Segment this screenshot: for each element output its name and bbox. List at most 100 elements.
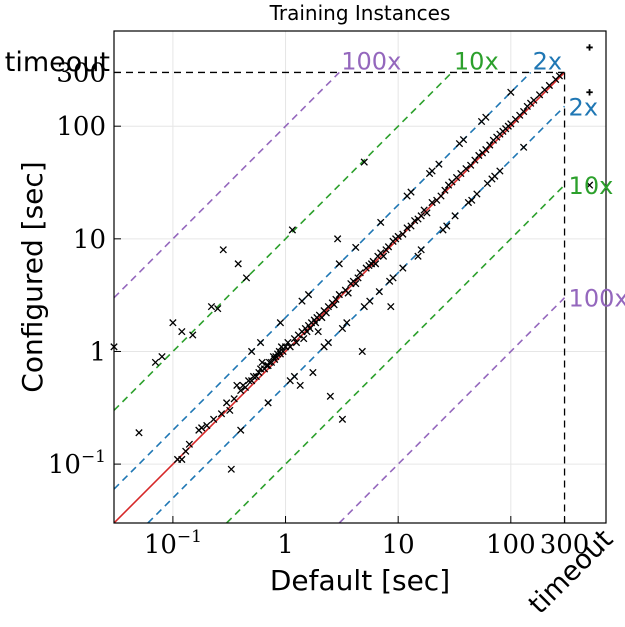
data-point: [292, 338, 301, 347]
data-point: [451, 212, 459, 220]
data-point: [507, 88, 515, 96]
y-ticks: 10−1 1 10 100 300: [48, 58, 121, 480]
data-point: [189, 331, 197, 339]
data-point: [352, 243, 360, 252]
data-point: [290, 372, 299, 381]
data-point: [407, 222, 415, 230]
data-point: [443, 222, 451, 230]
ratio-line-2x-above: [114, 71, 532, 490]
data-point: [519, 107, 528, 116]
data-point: [158, 352, 166, 361]
x-tick-label: 100: [486, 530, 536, 560]
data-point: [256, 338, 265, 347]
data-point: [360, 158, 368, 166]
data-point: [360, 302, 368, 311]
ratio-line-100x-above: [114, 71, 340, 299]
data-point: [333, 235, 342, 243]
data-point: [417, 246, 425, 254]
x-tick-label: 1: [277, 530, 294, 560]
ratio-label-2x-above: 2x: [533, 47, 562, 75]
data-point: [464, 198, 473, 207]
data-point: [298, 297, 306, 305]
diagonal-line: [114, 71, 566, 523]
data-point: [311, 319, 320, 327]
data-point: [306, 324, 314, 333]
data-point: [435, 160, 443, 168]
data-point: [375, 287, 383, 296]
data-point: [530, 96, 538, 104]
data-point: [326, 392, 335, 400]
data-point: [330, 301, 338, 309]
data-point: [468, 196, 476, 204]
data-point: [399, 264, 407, 272]
data-point: [423, 209, 431, 217]
data-point: [255, 368, 263, 377]
y-tick-label: 10−1: [48, 447, 106, 480]
ratio-line-10x-below: [226, 184, 566, 523]
data-point: [428, 198, 436, 207]
data-point: [185, 440, 194, 448]
data-point: [356, 269, 364, 277]
y-axis-label: Configured [sec]: [16, 161, 49, 392]
chart-title: Training Instances: [269, 1, 451, 25]
data-point: [585, 181, 594, 189]
y-timeout-label: timeout: [5, 47, 110, 78]
data-point: [241, 383, 250, 392]
data-point: [300, 334, 308, 343]
points: [110, 44, 594, 473]
data-point: [226, 406, 234, 415]
data-point: [264, 399, 272, 407]
data-point: [227, 465, 235, 473]
data-point: [555, 72, 564, 80]
data-point: [242, 274, 251, 282]
data-point: [197, 424, 206, 432]
ratio-label-100x-below: 100x: [569, 285, 625, 313]
data-point: [491, 172, 499, 180]
timeout-point: [586, 44, 593, 51]
ratio-label-10x-above: 10x: [454, 47, 499, 75]
data-point: [247, 347, 256, 356]
data-point: [135, 429, 143, 437]
data-point: [352, 279, 360, 288]
data-point: [304, 290, 313, 299]
data-point: [344, 289, 352, 297]
y-tick-label: 100: [56, 112, 106, 142]
ratio-line-2x-below: [147, 105, 566, 523]
data-point: [265, 358, 274, 367]
data-point: [338, 415, 347, 423]
data-point: [276, 319, 285, 327]
data-point: [394, 232, 402, 241]
data-point: [441, 186, 449, 194]
data-point: [237, 426, 245, 434]
data-point: [377, 218, 385, 227]
data-point: [209, 415, 218, 423]
data-point: [425, 169, 434, 178]
timeout-point: [586, 89, 593, 96]
data-point: [178, 455, 186, 464]
y-tick-label: 10: [73, 225, 106, 255]
data-point: [219, 246, 227, 254]
data-point: [519, 143, 528, 151]
x-tick-label: 10: [382, 530, 415, 560]
data-point: [335, 260, 343, 268]
data-point: [475, 151, 483, 160]
data-point: [182, 447, 190, 455]
data-point: [222, 399, 231, 407]
data-point: [178, 327, 186, 336]
data-point: [417, 212, 425, 220]
data-point: [233, 381, 241, 390]
data-point: [366, 297, 374, 305]
ratio-line-10x-above: [114, 71, 453, 411]
ratio-label-10x-below: 10x: [569, 172, 614, 200]
x-ticks: 10−1 1 10 100 300: [144, 516, 589, 560]
data-point: [296, 381, 304, 390]
y-tick-label: 300: [56, 58, 106, 88]
data-point: [403, 224, 411, 232]
data-point: [343, 319, 351, 327]
data-point: [258, 358, 266, 367]
data-point: [407, 188, 415, 196]
data-point: [203, 421, 211, 430]
data-point: [358, 347, 366, 356]
ratio-line-100x-below: [338, 297, 566, 523]
